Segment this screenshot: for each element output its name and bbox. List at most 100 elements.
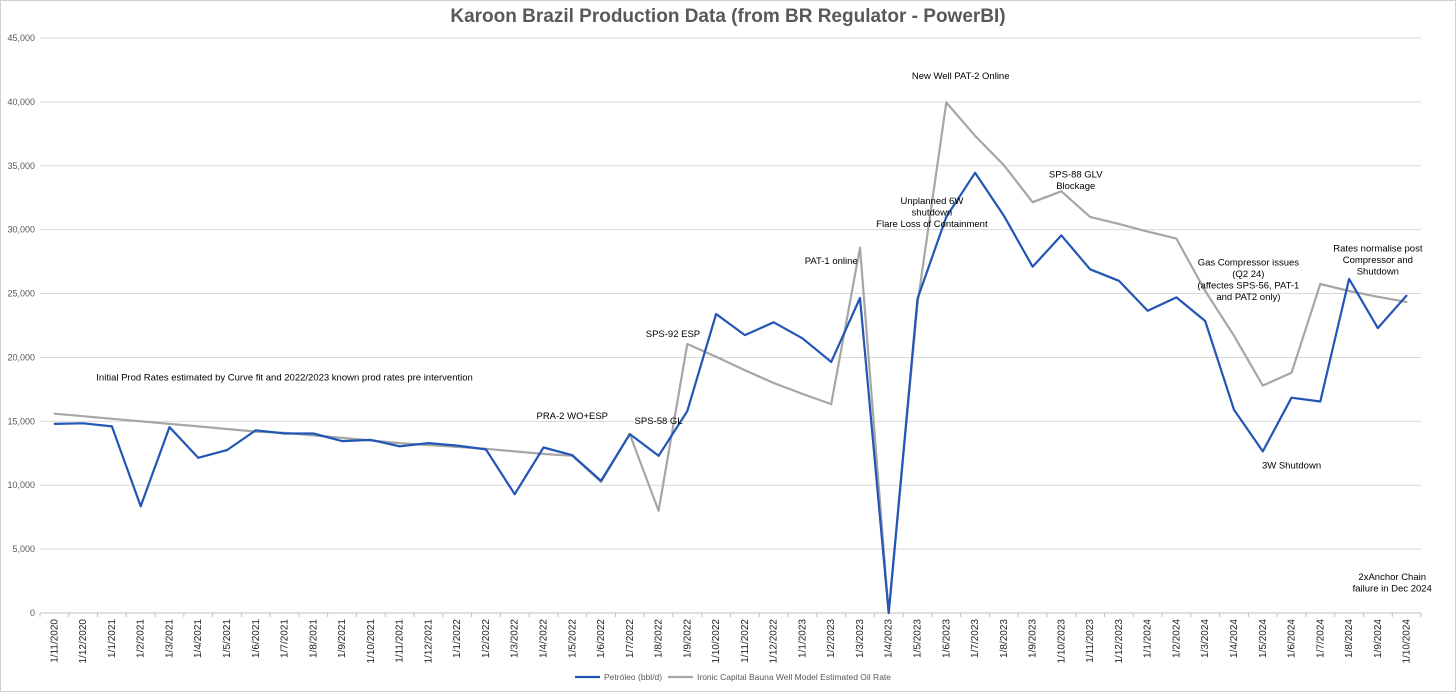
data-point — [887, 612, 890, 614]
data-point — [82, 422, 85, 425]
annotation: 2xAnchor Chain — [1358, 572, 1426, 583]
data-point — [859, 297, 861, 299]
x-tick-label: 1/9/2024 — [1373, 619, 1384, 658]
data-point — [1175, 296, 1178, 299]
x-tick-label: 1/2/2023 — [826, 619, 837, 658]
data-point — [974, 134, 976, 137]
data-point — [1118, 279, 1120, 282]
annotation: Shutdown — [1357, 266, 1399, 277]
x-tick-label: 1/6/2024 — [1287, 619, 1298, 658]
data-point — [859, 246, 861, 249]
x-tick-label: 1/12/2021 — [423, 619, 434, 664]
data-point — [111, 425, 113, 428]
x-tick-label: 1/9/2022 — [682, 619, 693, 658]
data-point — [1405, 294, 1408, 297]
x-tick-label: 1/10/2024 — [1402, 619, 1413, 664]
data-point — [1376, 327, 1379, 329]
x-tick-label: 1/4/2024 — [1229, 619, 1240, 658]
x-tick-label: 1/10/2023 — [1056, 619, 1067, 664]
data-point — [772, 321, 775, 324]
data-point — [139, 420, 142, 423]
y-tick-label: 15,000 — [7, 416, 35, 426]
x-tick-label: 1/11/2020 — [49, 619, 60, 663]
x-tick-label: 1/1/2022 — [452, 619, 463, 658]
data-point — [1060, 190, 1063, 193]
y-tick-label: 35,000 — [7, 161, 35, 171]
x-tick-label: 1/5/2023 — [913, 619, 924, 658]
annotation: SPS-92 ESP — [646, 329, 700, 340]
annotation: Flare Loss of Containment — [876, 219, 988, 230]
data-point — [916, 297, 919, 300]
annotation: SPS-88 GLV — [1049, 169, 1103, 180]
x-tick-label: 1/4/2021 — [193, 619, 204, 658]
data-point — [312, 434, 315, 437]
data-point — [974, 171, 976, 174]
y-tick-label: 10,000 — [7, 480, 35, 490]
data-point — [1089, 215, 1092, 218]
x-tick-label: 1/5/2024 — [1258, 619, 1269, 658]
data-point — [254, 429, 257, 432]
y-tick-label: 40,000 — [7, 97, 35, 107]
data-point — [82, 415, 85, 418]
x-tick-label: 1/3/2023 — [855, 619, 866, 658]
data-point — [456, 444, 459, 447]
y-tick-label: 45,000 — [7, 33, 35, 43]
data-point — [1031, 201, 1034, 204]
data-point — [1348, 290, 1350, 292]
annotation: 3W Shutdown — [1262, 461, 1321, 472]
x-tick-label: 1/8/2024 — [1344, 619, 1355, 658]
data-point — [341, 440, 343, 443]
legend-label: Petróleo (bbl/d) — [604, 672, 662, 682]
annotation: Gas Compressor issues — [1198, 257, 1300, 268]
data-point — [1060, 234, 1063, 237]
data-point — [427, 442, 430, 444]
x-tick-label: 1/5/2021 — [222, 619, 233, 658]
data-point — [1261, 450, 1264, 453]
x-tick-label: 1/12/2022 — [769, 619, 780, 664]
annotation: (Q2 24) — [1232, 269, 1264, 280]
data-point — [628, 433, 631, 436]
x-tick-label: 1/7/2021 — [280, 619, 291, 658]
data-point — [715, 355, 718, 358]
y-tick-label: 5,000 — [12, 544, 35, 554]
annotation: SPS-58 GL — [635, 416, 683, 427]
annotation: Blockage — [1056, 181, 1095, 192]
data-point — [1002, 214, 1005, 217]
x-tick-label: 1/4/2023 — [884, 619, 895, 658]
series-line-0 — [54, 171, 1408, 615]
data-point — [1290, 371, 1293, 374]
y-tick-label: 30,000 — [7, 225, 35, 235]
data-point — [830, 403, 833, 405]
x-tick-label: 1/6/2023 — [941, 619, 952, 658]
x-tick-label: 1/5/2022 — [567, 619, 578, 658]
annotation: Initial Prod Rates estimated by Curve fi… — [96, 372, 473, 383]
data-point — [1146, 230, 1149, 233]
data-point — [1376, 295, 1379, 298]
data-point — [600, 479, 602, 482]
data-point — [1175, 237, 1178, 240]
annotation: PAT-1 online — [805, 256, 858, 267]
y-tick-label: 20,000 — [7, 352, 35, 362]
data-point — [657, 454, 660, 457]
data-point — [945, 215, 948, 218]
data-point — [1118, 223, 1120, 225]
data-point — [53, 412, 56, 415]
chart-title: Karoon Brazil Production Data (from BR R… — [450, 6, 1006, 27]
data-point — [197, 456, 200, 459]
data-point — [1002, 164, 1005, 167]
data-point — [743, 369, 746, 372]
x-tick-label: 1/8/2023 — [999, 619, 1010, 658]
data-point — [485, 448, 487, 451]
data-point — [513, 493, 516, 496]
data-point — [1146, 309, 1149, 312]
data-point — [715, 313, 718, 315]
data-point — [1319, 400, 1322, 403]
annotation: failure in Dec 2024 — [1353, 583, 1432, 594]
x-tick-label: 1/9/2021 — [337, 619, 348, 658]
x-tick-label: 1/3/2024 — [1200, 619, 1211, 658]
x-tick-label: 1/12/2020 — [78, 619, 89, 664]
data-point — [513, 450, 516, 453]
data-point — [1319, 283, 1322, 285]
x-tick-label: 1/11/2021 — [395, 619, 406, 663]
